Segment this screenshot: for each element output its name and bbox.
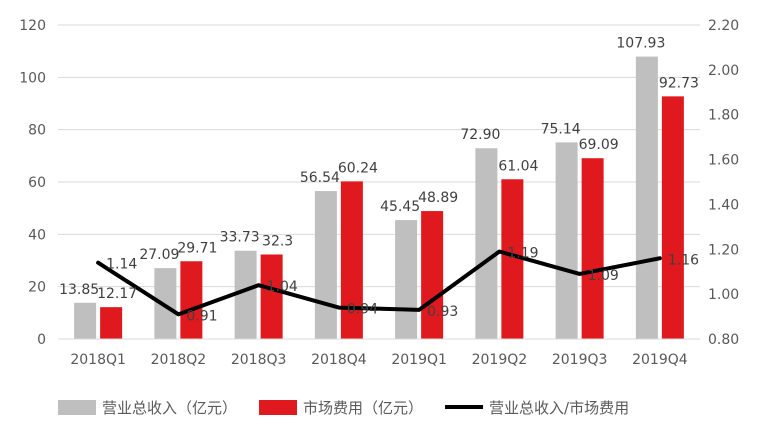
bars [74,56,684,340]
x-tick-label: 2019Q2 [472,352,528,368]
x-tick-label: 2018Q1 [70,352,126,368]
y-left-tick-label: 80 [28,123,46,139]
revenue-bar [74,302,97,339]
ratio-data-label: 1.16 [668,252,699,268]
x-tick-label: 2019Q3 [552,352,608,368]
marketing-expense-bar [260,254,283,339]
ratio-data-label: 0.93 [427,304,458,320]
marketing-expense-data-label: 32.3 [262,233,293,249]
y-left-tick-label: 20 [28,280,46,296]
revenue-data-label: 72.90 [460,127,500,143]
marketing-expense-bar [340,181,363,339]
revenue-bar [635,56,658,340]
ratio-data-label: 1.04 [267,279,298,295]
y-right-tick-label: 0.80 [708,332,739,348]
revenue-bar [154,268,177,339]
marketing-expense-data-label: 92.73 [659,75,699,91]
ratio-data-label: 1.14 [106,257,137,273]
revenue-bar [234,250,257,339]
y-left-tick-label: 100 [19,70,46,86]
marketing-expense-bar [180,261,203,339]
ratio-data-label: 0.91 [186,308,217,324]
legend-label: 营业总收入（亿元） [102,399,237,417]
ratio-line [96,249,662,317]
y-left-tick-label: 40 [28,227,46,243]
marketing-expense-data-label: 69.09 [579,137,619,153]
y-right-tick-label: 2.20 [708,18,739,34]
x-tick-label: 2018Q3 [231,352,287,368]
marketing-expense-bar [661,96,684,339]
y-right-tick-label: 1.00 [708,287,739,303]
revenue-data-label: 107.93 [616,36,665,52]
x-tick-label: 2019Q4 [632,352,688,368]
axes: 0 20 40 60 80 100 120 0.80 1.00 1.20 1.40 1.60 1.80 2… [19,18,739,368]
x-tick-label: 2019Q1 [391,352,447,368]
revenue-bar [555,142,578,339]
y-right-tick-label: 1.40 [708,197,739,213]
revenue-data-label: 27.09 [139,247,179,263]
legend-swatch [58,400,96,415]
y-left-tick-label: 0 [37,332,46,348]
y-right-tick-label: 1.80 [708,108,739,124]
y-left-tick-label: 60 [28,175,46,191]
y-right-tick-label: 1.20 [708,242,739,258]
revenue-data-label: 33.73 [220,230,260,246]
marketing-expense-bar [421,211,444,339]
y-right-tick-label: 1.60 [708,153,739,169]
data-labels: 13.85 27.09 33.73 56.54 45.45 72.90 75.14 107.9… [59,36,699,325]
revenue-data-label: 56.54 [300,170,340,186]
y-left-tick-label: 120 [19,18,46,34]
ratio-data-label: 1.09 [588,268,619,284]
revenue-data-label: 13.85 [59,282,99,298]
marketing-expense-data-label: 60.24 [338,160,378,176]
marketing-expense-data-label: 61.04 [498,158,538,174]
revenue-bar [395,220,418,339]
marketing-expense-bar [581,158,604,339]
revenue-bar [475,148,498,339]
ratio-data-label: 1.19 [507,246,538,262]
x-tick-label: 2018Q4 [311,352,367,368]
revenue-data-label: 75.14 [541,121,581,137]
ratio-data-label: 0.94 [347,302,378,318]
y-right-tick-label: 2.00 [708,63,739,79]
legend: 营业总收入（亿元） 市场费用（亿元） 营业总收入/市场费用 [58,399,629,417]
legend-label: 市场费用（亿元） [303,399,423,417]
marketing-expense-bar [501,179,524,339]
legend-label: 营业总收入/市场费用 [489,399,629,417]
marketing-expense-data-label: 29.71 [177,240,217,256]
x-tick-label: 2018Q2 [151,352,207,368]
marketing-expense-data-label: 12.17 [97,286,137,302]
revenue-data-label: 45.45 [380,199,420,215]
legend-swatch [259,400,298,415]
marketing-expense-data-label: 48.89 [418,190,458,206]
ratio-line-path [96,249,662,317]
marketing-expense-bar [100,307,123,339]
revenue-bar [314,191,337,339]
